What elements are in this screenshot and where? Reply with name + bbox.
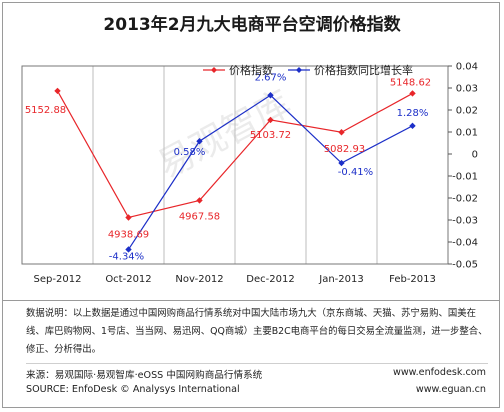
- data-point: [338, 129, 345, 136]
- series-points: [54, 87, 416, 253]
- data-point: [409, 122, 416, 130]
- legend-marker: [211, 67, 217, 73]
- series-line: [56, 90, 413, 219]
- legend-marker: [296, 67, 302, 73]
- data-label: 2.67%: [255, 72, 287, 83]
- data-point: [267, 116, 274, 124]
- y-tick-label: 0: [472, 150, 478, 161]
- y-tick-label: -0.05: [452, 260, 478, 271]
- source-cn: 来源：易观国际·易观智库·eOSS 中国网购商品行情系统: [26, 370, 263, 381]
- data-label: 1.28%: [397, 108, 429, 119]
- x-tick-label: Jan-2013: [318, 274, 363, 285]
- axes: Sep-2012 Oct-2012 Nov-2012 Dec-2012 Jan-2013…: [21, 62, 478, 285]
- data-label: -4.34%: [109, 251, 144, 262]
- chart-title: 2013年2月九大电商平台空调价格指数: [103, 15, 401, 35]
- x-tick-label: Sep-2012: [34, 274, 82, 285]
- grid-lines: [92, 66, 378, 264]
- data-label: 4967.58: [179, 211, 220, 222]
- legend: 价格指数 价格指数同比增长率: [203, 63, 413, 77]
- data-labels: 4938.69 4967.58 5103.72 5082.93 5148.62 5152.…: [25, 72, 431, 262]
- data-label: 5152.88: [25, 105, 66, 116]
- data-point: [196, 138, 203, 145]
- x-tick-label: Nov-2012: [175, 274, 223, 285]
- chart-frame: [2, 2, 500, 408]
- y-tick-label: 0.02: [456, 106, 478, 117]
- data-point: [125, 214, 132, 221]
- x-tick-label: Feb-2013: [389, 274, 436, 285]
- data-point: [338, 159, 345, 167]
- data-point: [196, 197, 203, 204]
- source-en: SOURCE: EnfoDesk © Analysys Internationa…: [26, 384, 240, 395]
- x-tick-label: Oct-2012: [105, 274, 151, 285]
- data-label: 0.58%: [174, 147, 206, 158]
- data-label: 5082.93: [324, 144, 365, 155]
- y-tick-label: -0.02: [452, 194, 478, 205]
- x-tick-label: Dec-2012: [246, 274, 294, 285]
- legend-label: 价格指数: [229, 63, 273, 77]
- data-label: -0.41%: [338, 167, 373, 178]
- y-tick-label: -0.01: [452, 172, 478, 183]
- y-tick-label: 0.03: [456, 84, 478, 95]
- data-note: 数据说明：以上数据是通过中国网购商品行情系统对中国大陆市场九大（京东商城、天猫、…: [26, 308, 488, 355]
- data-point: [54, 87, 61, 95]
- chart-area: 易观智库 Sep-2012 Oct-2012 Nov-2012 Dec-2012 Jan…: [21, 62, 478, 285]
- data-label: 4938.69: [108, 229, 149, 240]
- data-label: 5148.62: [390, 77, 431, 88]
- footer-divider: [26, 363, 488, 364]
- legend-label: 价格指数同比增长率: [314, 63, 413, 77]
- y-tick-label: -0.04: [452, 238, 478, 249]
- y-tick-label: 0.04: [456, 62, 478, 73]
- y-tick-label: 0.01: [456, 128, 478, 139]
- data-label: 5103.72: [250, 130, 291, 141]
- divider: [2, 300, 500, 301]
- data-point: [125, 246, 132, 253]
- website-link-eguan[interactable]: www.eguan.cn: [415, 384, 486, 395]
- website-link-enfodesk[interactable]: www.enfodesk.com: [392, 367, 486, 378]
- plot-border: [21, 65, 449, 265]
- data-point: [267, 92, 274, 99]
- data-point: [409, 90, 416, 97]
- y-tick-label: -0.03: [452, 216, 478, 227]
